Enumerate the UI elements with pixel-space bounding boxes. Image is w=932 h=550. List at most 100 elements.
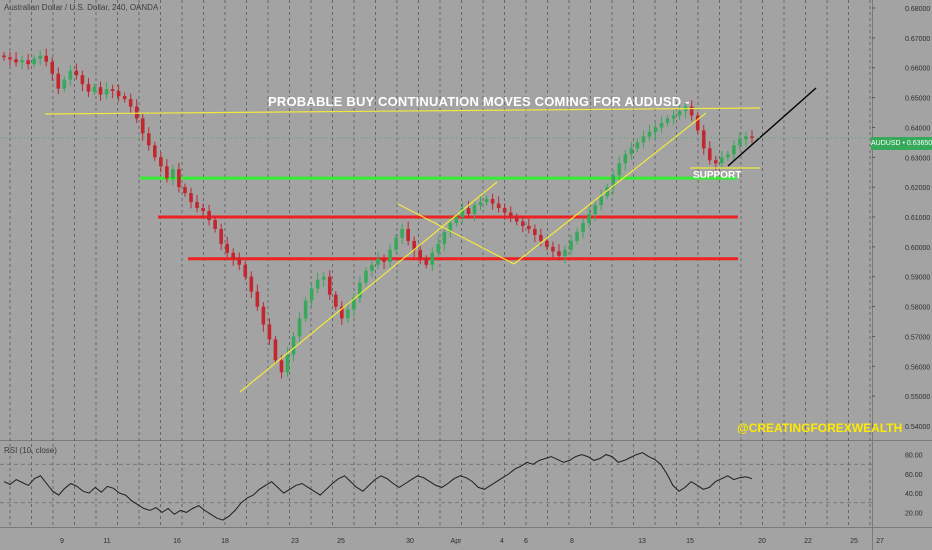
- price-tick-label: 0.68000: [905, 6, 930, 13]
- bearish-candle: [80, 75, 85, 85]
- price-tick-label: 0.55000: [905, 394, 930, 401]
- bullish-candle: [364, 270, 368, 283]
- bearish-candle: [159, 157, 163, 167]
- bullish-candle: [611, 175, 616, 188]
- bullish-candle: [291, 336, 296, 355]
- time-tick-label: 25: [850, 538, 858, 545]
- ascending-trend-line: [513, 112, 707, 265]
- bearish-candle: [502, 208, 507, 213]
- bearish-candle: [86, 84, 91, 92]
- bullish-candle: [309, 288, 314, 301]
- bearish-candle: [333, 294, 338, 307]
- trend-lines: [0, 87, 872, 393]
- bullish-candle: [454, 217, 459, 223]
- bearish-candle: [116, 91, 121, 97]
- support-annotation: SUPPORT: [693, 170, 742, 181]
- bearish-candle: [533, 228, 537, 235]
- bearish-candle: [219, 228, 223, 244]
- bullish-candle: [352, 297, 356, 310]
- horizontal-trend-line: [44, 107, 761, 115]
- bullish-candle: [744, 136, 748, 140]
- last-price-badge: AUDUSD • 0.63650: [871, 137, 932, 150]
- time-tick-label: 4: [500, 538, 504, 545]
- bearish-candle: [520, 221, 525, 226]
- time-tick-label: 16: [173, 538, 181, 545]
- time-tick-label: 15: [686, 538, 694, 545]
- bearish-candle: [527, 225, 531, 229]
- bearish-candle: [496, 203, 501, 209]
- bullish-candle: [569, 240, 573, 250]
- bullish-candle: [581, 222, 585, 232]
- bearish-candle: [406, 228, 410, 241]
- bullish-candle: [726, 154, 730, 158]
- key-levels: [140, 176, 738, 261]
- bearish-candle: [231, 252, 236, 259]
- price-tick-label: 0.59000: [905, 275, 930, 282]
- bearish-candle: [750, 136, 754, 138]
- bearish-candle: [714, 160, 718, 164]
- bullish-candle: [297, 318, 302, 337]
- price-tick-label: 0.54000: [905, 424, 930, 431]
- bullish-candle: [738, 139, 742, 146]
- headline-annotation: PROBABLE BUY CONTINUATION MOVES COMING F…: [268, 94, 690, 109]
- bearish-candle: [195, 202, 199, 209]
- bearish-candle: [701, 130, 706, 149]
- time-tick-label: 11: [103, 538, 110, 545]
- bullish-candle: [629, 148, 634, 155]
- price-tick-label: 0.64000: [905, 125, 930, 132]
- bearish-candle: [255, 291, 260, 307]
- bearish-candle: [557, 251, 561, 256]
- bearish-candle: [110, 89, 115, 92]
- bullish-candle: [671, 115, 676, 119]
- bullish-candle: [346, 309, 350, 319]
- bullish-candle: [68, 70, 73, 80]
- price-tick-label: 0.62000: [905, 185, 930, 192]
- bullish-candle: [587, 214, 591, 223]
- bearish-candle: [237, 258, 242, 265]
- bearish-candle: [26, 60, 30, 65]
- watermark-text: @CREATINGFOREXWEALTH: [737, 421, 903, 435]
- bearish-candle: [128, 99, 133, 107]
- bullish-candle: [593, 205, 597, 215]
- bullish-candle: [460, 208, 465, 217]
- time-tick-label: 9: [60, 538, 64, 545]
- bullish-candle: [617, 163, 622, 176]
- time-tick-label: 6: [524, 538, 528, 545]
- price-tick-label: 0.61000: [905, 215, 930, 222]
- rsi-title: RSI (10, close): [4, 446, 57, 455]
- bearish-candle: [382, 258, 386, 262]
- bearish-candle: [490, 199, 495, 204]
- bearish-candle: [98, 87, 103, 95]
- bullish-candle: [171, 169, 175, 179]
- rsi-line: [3, 452, 753, 521]
- price-tick-label: 0.57000: [905, 334, 930, 341]
- bullish-candle: [321, 276, 326, 280]
- bearish-candle: [424, 258, 429, 265]
- bullish-candle: [92, 87, 97, 92]
- price-tick-label: 0.58000: [905, 305, 930, 312]
- price-tick-label: 0.65000: [905, 96, 930, 103]
- bullish-candle: [315, 279, 320, 289]
- bullish-candle: [388, 249, 392, 262]
- bearish-candle: [153, 145, 157, 158]
- bullish-candle: [665, 118, 670, 123]
- bearish-candle: [508, 212, 513, 217]
- bearish-candle: [545, 240, 549, 247]
- bullish-candle: [448, 222, 453, 232]
- bullish-candle: [62, 79, 67, 89]
- bearish-candle: [165, 166, 169, 179]
- bearish-candle: [412, 240, 416, 250]
- bearish-candle: [695, 115, 700, 131]
- bullish-candle: [376, 258, 380, 265]
- symbol-title[interactable]: Australian Dollar / U.S. Dollar, 240, OA…: [4, 3, 159, 12]
- bullish-candle: [563, 249, 567, 256]
- time-tick-label: 30: [406, 538, 414, 545]
- bullish-candle: [720, 157, 724, 164]
- bearish-candle: [213, 219, 217, 229]
- time-tick-label: 13: [638, 538, 646, 545]
- bullish-candle: [400, 228, 404, 238]
- bullish-candle: [478, 202, 483, 206]
- time-tick-label: 27: [876, 538, 884, 545]
- bearish-candle: [225, 243, 229, 253]
